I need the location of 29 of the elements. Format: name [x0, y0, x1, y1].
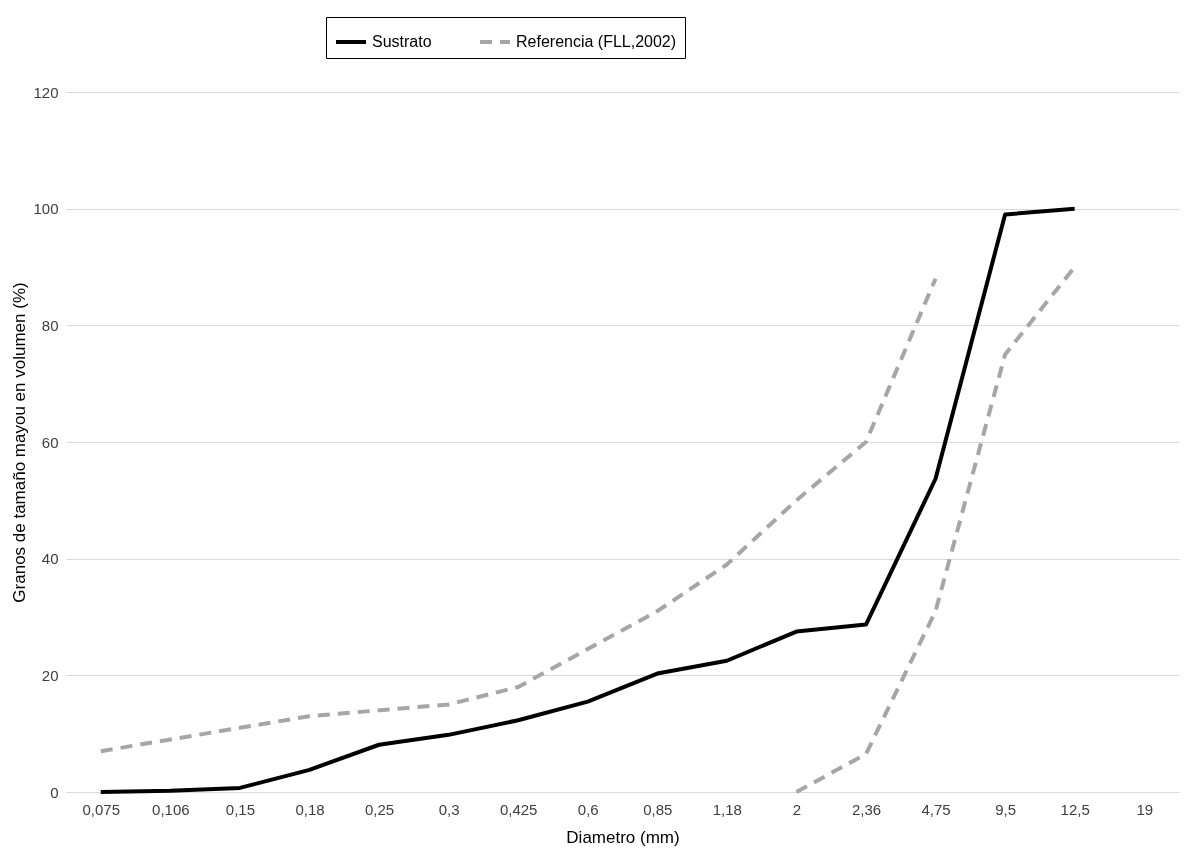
- x-tick-label: 0,425: [499, 800, 538, 818]
- x-axis-title: Diametro (mm): [566, 827, 680, 847]
- y-tick-label: 40: [41, 550, 59, 568]
- x-tick-label: 12,5: [1060, 800, 1090, 818]
- x-tick-label: 2: [792, 800, 802, 818]
- x-tick-label: 0,15: [225, 800, 256, 818]
- y-tick-label: 20: [41, 666, 59, 684]
- y-tick-label: 60: [41, 433, 59, 451]
- x-tick-label: 0,3: [438, 800, 460, 818]
- y-tick-label: 100: [33, 200, 59, 218]
- x-tick-label: 0,106: [152, 800, 190, 818]
- x-tick-label: 0,6: [577, 800, 599, 818]
- y-tick-label: 120: [33, 83, 59, 101]
- line-series: [98, 276, 938, 754]
- x-tick-label: 9,5: [995, 800, 1017, 818]
- x-tick-label: 19: [1136, 800, 1154, 818]
- x-tick-label: 0,18: [295, 800, 325, 818]
- legend-label: Referencia (FLL,2002): [516, 33, 677, 50]
- x-tick-label: 2,36: [851, 800, 882, 818]
- y-tick-label: 80: [41, 316, 59, 334]
- legend-label: Sustrato: [372, 33, 432, 50]
- y-axis-title: Granos de tamaño mayou en volumen (%): [10, 282, 30, 603]
- x-tick-label: 0,075: [82, 800, 121, 818]
- line-series: [98, 206, 1077, 794]
- x-tick-label: 4,75: [921, 800, 951, 818]
- x-tick-label: 1,18: [712, 800, 742, 818]
- y-tick-label: 0: [50, 783, 59, 801]
- x-tick-label: 0,25: [364, 800, 395, 818]
- x-tick-label: 0,85: [643, 800, 673, 818]
